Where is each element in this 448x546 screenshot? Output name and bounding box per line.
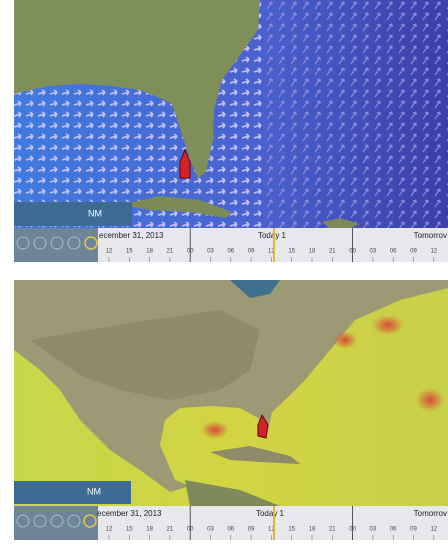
tomorrow-label: Tomorrov (414, 231, 447, 240)
hour-label: 18 (309, 527, 316, 533)
button-play[interactable] (50, 236, 64, 250)
button-prev[interactable] (33, 236, 47, 250)
button-first[interactable] (16, 236, 30, 250)
scale-label: NM (87, 486, 101, 496)
scale-label: NM (88, 208, 102, 218)
hour-label: 21 (329, 527, 336, 533)
land (210, 446, 300, 464)
hour-label: 09 (248, 527, 255, 533)
hour-label: 12 (268, 249, 275, 255)
hour-label: 03 (370, 527, 377, 533)
hour-label: 06 (227, 527, 234, 533)
hour-label: 12 (430, 527, 437, 533)
today-label: Today 1 (256, 509, 285, 518)
button-last[interactable] (67, 514, 81, 528)
hour-label: 18 (146, 249, 153, 255)
hour-label: 18 (146, 527, 153, 533)
tomorrow-label: Tomorrov (414, 509, 447, 518)
boat-icon (179, 148, 191, 179)
hour-label: 03 (207, 249, 214, 255)
land (14, 0, 260, 178)
hour-label: 15 (288, 249, 295, 255)
hour-label: 06 (390, 249, 397, 255)
control-buttons (16, 514, 97, 528)
hour-label: 09 (410, 527, 417, 533)
playback-controls (14, 506, 98, 540)
hour-label: 12 (106, 527, 113, 533)
date-label: ecember 31, 2013 (97, 509, 162, 518)
scale-box (14, 481, 131, 504)
boat-icon (257, 413, 269, 439)
land (120, 196, 232, 218)
scale-box (14, 202, 132, 226)
button-clock[interactable] (83, 514, 97, 528)
land (322, 218, 360, 228)
today-label: Today 1 (258, 231, 287, 240)
playback-controls (14, 228, 98, 262)
hour-label: 00 (349, 527, 356, 533)
lake (230, 280, 280, 298)
hour-label: 18 (309, 249, 316, 255)
hour-label: 00 (187, 527, 194, 533)
hour-label: 12 (268, 527, 275, 533)
hour-label: 21 (329, 249, 336, 255)
hour-label: 15 (126, 527, 133, 533)
hour-label: 15 (126, 249, 133, 255)
wave-map-panel: NM ecember 31, 2013 Today 1 Tomorrov 12 1… (14, 280, 448, 540)
hour-label: 12 (430, 249, 437, 255)
hour-label: 00 (187, 249, 194, 255)
hour-label: 03 (207, 527, 214, 533)
button-first[interactable] (16, 514, 30, 528)
wind-arrows (264, 0, 448, 228)
hour-label: 09 (410, 249, 417, 255)
land (185, 480, 280, 506)
wave-hotspot (201, 421, 229, 439)
hour-label: 21 (167, 249, 174, 255)
wave-hotspot (333, 331, 357, 349)
wave-hotspot (372, 315, 404, 335)
land (30, 310, 260, 400)
hour-label: 21 (167, 527, 174, 533)
button-last[interactable] (67, 236, 81, 250)
hour-label: 03 (370, 249, 377, 255)
wave-hotspot (416, 388, 444, 412)
hour-label: 06 (390, 527, 397, 533)
button-prev[interactable] (33, 514, 47, 528)
hour-label: 00 (349, 249, 356, 255)
control-buttons (16, 236, 98, 250)
hour-label: 06 (227, 249, 234, 255)
hour-label: 09 (248, 249, 255, 255)
wind-map-panel: NM ecember 31, 2013 Today 1 Tomorrov 12 1… (14, 0, 448, 262)
date-label: ecember 31, 2013 (99, 231, 164, 240)
hour-label: 15 (288, 527, 295, 533)
button-clock[interactable] (84, 236, 98, 250)
button-play[interactable] (50, 514, 64, 528)
hour-label: 12 (106, 249, 113, 255)
